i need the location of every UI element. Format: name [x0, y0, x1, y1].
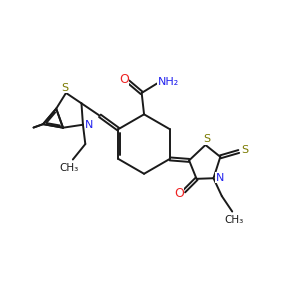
- Text: CH₃: CH₃: [60, 163, 79, 173]
- Text: N: N: [216, 172, 224, 183]
- Text: O: O: [174, 187, 184, 200]
- Text: CH₃: CH₃: [224, 215, 244, 225]
- Text: S: S: [204, 134, 211, 144]
- Text: S: S: [241, 145, 248, 155]
- Text: N: N: [85, 120, 94, 130]
- Text: O: O: [119, 73, 129, 86]
- Text: S: S: [61, 82, 68, 93]
- Text: NH₂: NH₂: [158, 77, 179, 87]
